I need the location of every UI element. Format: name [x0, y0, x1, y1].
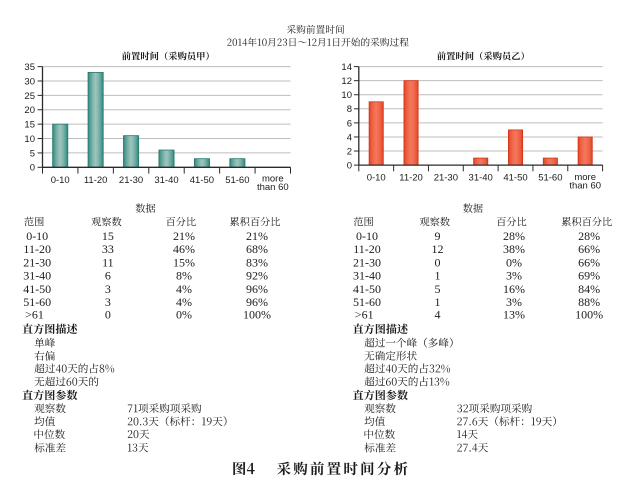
svg-text:0: 0 — [30, 163, 35, 174]
svg-text:15: 15 — [102, 229, 114, 243]
svg-text:66%: 66% — [578, 242, 600, 256]
svg-text:3%: 3% — [506, 295, 522, 309]
svg-text:46%: 46% — [173, 242, 195, 256]
svg-text:11: 11 — [102, 256, 114, 270]
svg-text:1: 1 — [435, 268, 441, 282]
svg-text:11-20: 11-20 — [23, 242, 51, 256]
svg-text:51-60: 51-60 — [353, 295, 381, 309]
svg-text:68%: 68% — [246, 242, 268, 256]
svg-text:10: 10 — [24, 134, 35, 145]
svg-text:11-20: 11-20 — [399, 172, 423, 183]
svg-text:0: 0 — [105, 307, 111, 321]
svg-text:41-50: 41-50 — [190, 175, 214, 186]
svg-text:41-50: 41-50 — [353, 282, 381, 296]
svg-text:88%: 88% — [578, 295, 600, 309]
svg-text:>61: >61 — [25, 307, 44, 321]
svg-text:than 60: than 60 — [569, 180, 601, 191]
svg-text:41-50: 41-50 — [503, 172, 527, 183]
svg-text:51-60: 51-60 — [23, 295, 51, 309]
svg-text:9: 9 — [435, 229, 441, 243]
svg-text:0%: 0% — [506, 256, 522, 270]
svg-text:2: 2 — [347, 146, 352, 157]
svg-text:66%: 66% — [578, 256, 600, 270]
svg-text:4: 4 — [435, 307, 441, 321]
svg-text:15: 15 — [24, 120, 35, 131]
svg-text:5: 5 — [30, 148, 35, 159]
svg-text:21-30: 21-30 — [353, 256, 381, 270]
svg-text:21-30: 21-30 — [23, 256, 51, 270]
svg-text:more: more — [574, 172, 596, 183]
svg-text:6: 6 — [105, 268, 111, 282]
svg-text:16%: 16% — [503, 282, 525, 296]
svg-text:31-40: 31-40 — [23, 268, 51, 282]
svg-text:35: 35 — [24, 62, 35, 73]
svg-text:than 60: than 60 — [257, 182, 289, 193]
svg-text:30: 30 — [24, 76, 35, 87]
svg-text:4: 4 — [347, 132, 352, 143]
svg-text:21%: 21% — [246, 229, 268, 243]
svg-text:28%: 28% — [578, 229, 600, 243]
svg-text:3%: 3% — [506, 268, 522, 282]
svg-text:83%: 83% — [246, 256, 268, 270]
svg-text:51-60: 51-60 — [225, 175, 249, 186]
svg-text:0: 0 — [435, 256, 441, 270]
svg-text:38%: 38% — [503, 242, 525, 256]
svg-text:21-30: 21-30 — [119, 175, 143, 186]
svg-text:51-60: 51-60 — [538, 172, 562, 183]
svg-text:3: 3 — [105, 282, 111, 296]
svg-text:12: 12 — [432, 242, 444, 256]
svg-text:8%: 8% — [176, 268, 192, 282]
svg-text:1: 1 — [435, 295, 441, 309]
svg-text:31-40: 31-40 — [353, 268, 381, 282]
svg-text:0: 0 — [347, 161, 352, 172]
svg-text:6: 6 — [347, 118, 352, 129]
svg-text:more: more — [262, 174, 284, 185]
svg-text:11-20: 11-20 — [84, 175, 108, 186]
svg-text:0-10: 0-10 — [356, 229, 378, 243]
svg-text:3: 3 — [105, 295, 111, 309]
svg-text:92%: 92% — [246, 268, 268, 282]
svg-text:15%: 15% — [173, 256, 195, 270]
svg-text:10: 10 — [341, 90, 352, 101]
svg-text:12: 12 — [341, 76, 352, 87]
svg-text:100%: 100% — [243, 307, 271, 321]
svg-text:31-40: 31-40 — [469, 172, 493, 183]
svg-text:31-40: 31-40 — [154, 175, 178, 186]
svg-text:41-50: 41-50 — [23, 282, 51, 296]
svg-text:0%: 0% — [176, 307, 192, 321]
svg-text:13%: 13% — [503, 307, 525, 321]
svg-text:0-10: 0-10 — [51, 175, 70, 186]
svg-text:69%: 69% — [578, 268, 600, 282]
svg-text:8: 8 — [347, 104, 352, 115]
svg-text:11-20: 11-20 — [353, 242, 381, 256]
svg-text:28%: 28% — [503, 229, 525, 243]
svg-text:25: 25 — [24, 91, 35, 102]
svg-text:33: 33 — [102, 242, 114, 256]
svg-text:14: 14 — [341, 62, 352, 73]
svg-text:4%: 4% — [176, 295, 192, 309]
svg-text:21%: 21% — [173, 229, 195, 243]
svg-text:0-10: 0-10 — [367, 172, 386, 183]
svg-text:84%: 84% — [578, 282, 600, 296]
svg-text:5: 5 — [435, 282, 441, 296]
svg-text:0-10: 0-10 — [26, 229, 48, 243]
svg-text:21-30: 21-30 — [434, 172, 458, 183]
svg-text:100%: 100% — [575, 307, 603, 321]
svg-text:96%: 96% — [246, 295, 268, 309]
svg-text:>61: >61 — [355, 307, 374, 321]
svg-text:96%: 96% — [246, 282, 268, 296]
svg-text:4%: 4% — [176, 282, 192, 296]
svg-text:20: 20 — [24, 105, 35, 116]
